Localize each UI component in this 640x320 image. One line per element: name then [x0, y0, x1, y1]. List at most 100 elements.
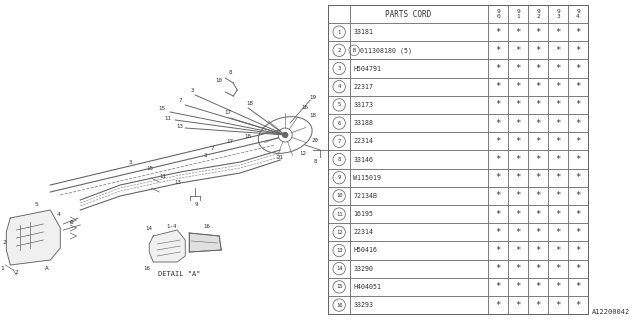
- Text: 16: 16: [336, 303, 342, 308]
- Text: *: *: [536, 300, 541, 310]
- Text: 14: 14: [336, 266, 342, 271]
- Text: 5: 5: [337, 102, 340, 108]
- Text: B: B: [353, 48, 356, 53]
- Text: 19: 19: [310, 94, 317, 100]
- Text: 33173: 33173: [353, 102, 373, 108]
- Text: *: *: [515, 28, 521, 36]
- Text: *: *: [575, 137, 580, 146]
- Text: 15: 15: [159, 106, 166, 110]
- Text: 12: 12: [336, 230, 342, 235]
- Text: *: *: [556, 28, 561, 36]
- Text: *: *: [575, 282, 580, 292]
- Text: *: *: [495, 264, 500, 273]
- Text: 33146: 33146: [353, 156, 373, 163]
- Text: *: *: [536, 191, 541, 200]
- Text: DETAIL "A": DETAIL "A": [158, 271, 200, 277]
- Text: 9: 9: [195, 202, 198, 206]
- Circle shape: [283, 132, 287, 138]
- Text: *: *: [575, 210, 580, 219]
- Text: 15: 15: [147, 165, 154, 171]
- Text: H50416: H50416: [353, 247, 377, 253]
- Text: *: *: [515, 119, 521, 128]
- Text: 9
2: 9 2: [536, 9, 540, 19]
- Text: *: *: [556, 228, 561, 237]
- Text: *: *: [536, 155, 541, 164]
- Text: *: *: [575, 46, 580, 55]
- Polygon shape: [189, 233, 221, 252]
- Text: *: *: [556, 246, 561, 255]
- Text: *: *: [495, 246, 500, 255]
- Text: 4: 4: [56, 212, 60, 217]
- Text: *: *: [495, 228, 500, 237]
- Text: 10: 10: [336, 193, 342, 198]
- Text: *: *: [536, 46, 541, 55]
- Text: 7: 7: [211, 146, 214, 150]
- Text: 11: 11: [164, 116, 172, 121]
- Text: *: *: [556, 264, 561, 273]
- Text: *: *: [575, 100, 580, 109]
- Text: 9
3: 9 3: [556, 9, 560, 19]
- Text: *: *: [515, 246, 521, 255]
- Text: 33290: 33290: [353, 266, 373, 272]
- Text: 12: 12: [300, 150, 307, 156]
- Text: *: *: [495, 119, 500, 128]
- Text: *: *: [575, 64, 580, 73]
- Text: *: *: [515, 264, 521, 273]
- Text: *: *: [575, 228, 580, 237]
- Text: 3: 3: [204, 153, 207, 157]
- Text: *: *: [515, 300, 521, 310]
- Text: 17: 17: [227, 139, 234, 143]
- Text: *: *: [495, 282, 500, 292]
- Text: *: *: [556, 155, 561, 164]
- Text: 6: 6: [337, 121, 340, 126]
- Text: *: *: [536, 282, 541, 292]
- Text: *: *: [575, 191, 580, 200]
- Text: *: *: [515, 282, 521, 292]
- Text: *: *: [536, 264, 541, 273]
- Text: 1: 1: [1, 266, 4, 270]
- Text: 8: 8: [337, 157, 340, 162]
- Text: *: *: [515, 100, 521, 109]
- Text: 14: 14: [146, 226, 153, 230]
- Text: 16: 16: [301, 105, 308, 109]
- Text: 13: 13: [336, 248, 342, 253]
- Text: *: *: [575, 155, 580, 164]
- Text: *: *: [515, 155, 521, 164]
- Text: *: *: [575, 119, 580, 128]
- Polygon shape: [149, 230, 185, 262]
- Text: *: *: [536, 82, 541, 91]
- Text: 9
4: 9 4: [576, 9, 580, 19]
- Text: *: *: [495, 155, 500, 164]
- Text: 1: 1: [337, 30, 340, 35]
- Text: 21: 21: [276, 155, 284, 159]
- Text: *: *: [515, 210, 521, 219]
- Text: 8: 8: [228, 69, 232, 75]
- Text: *: *: [495, 28, 500, 36]
- Text: *: *: [575, 246, 580, 255]
- Bar: [328, 5, 588, 314]
- Text: 4: 4: [337, 84, 340, 89]
- Text: 7: 7: [179, 98, 182, 102]
- Text: H404051: H404051: [353, 284, 381, 290]
- Text: *: *: [556, 64, 561, 73]
- Text: *: *: [536, 100, 541, 109]
- Text: *: *: [536, 64, 541, 73]
- Text: 16: 16: [204, 223, 211, 228]
- Text: *: *: [556, 100, 561, 109]
- Text: 16195: 16195: [353, 211, 373, 217]
- Text: *: *: [515, 173, 521, 182]
- Text: 33188: 33188: [353, 120, 373, 126]
- Text: 8: 8: [314, 158, 317, 164]
- Text: *: *: [495, 191, 500, 200]
- Text: *: *: [556, 191, 561, 200]
- Text: 20: 20: [312, 138, 319, 142]
- Text: *: *: [575, 28, 580, 36]
- Text: 72134B: 72134B: [353, 193, 377, 199]
- Text: 7: 7: [337, 139, 340, 144]
- Text: *: *: [536, 228, 541, 237]
- Text: *: *: [536, 173, 541, 182]
- Text: 18: 18: [244, 133, 252, 139]
- Text: *: *: [556, 173, 561, 182]
- Text: 18: 18: [310, 113, 317, 117]
- Text: *: *: [495, 100, 500, 109]
